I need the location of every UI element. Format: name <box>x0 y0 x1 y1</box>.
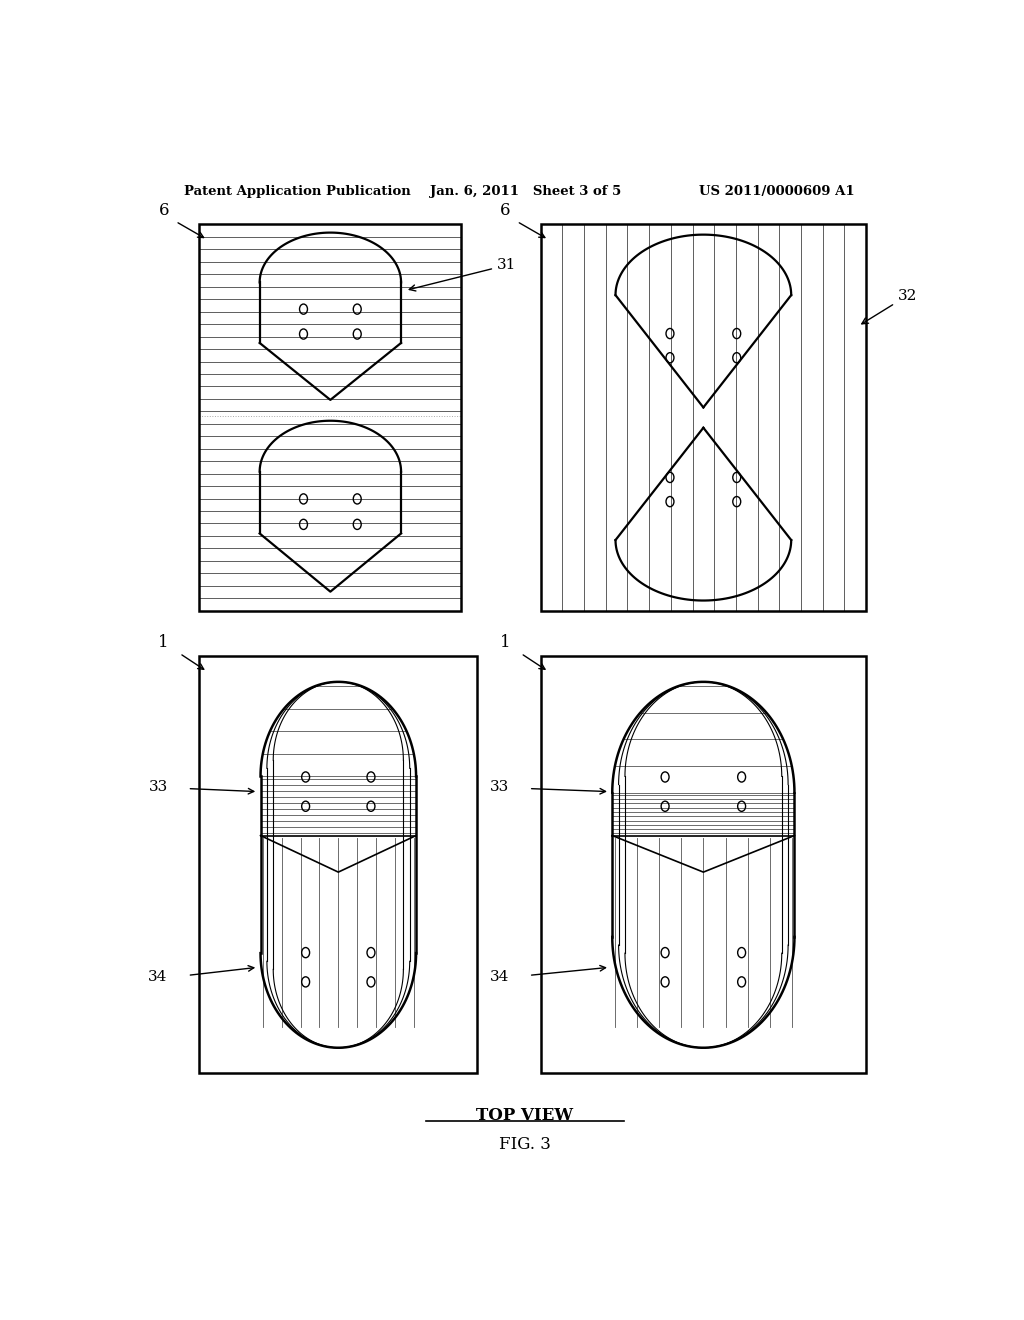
Bar <box>200 224 461 611</box>
Text: Patent Application Publication: Patent Application Publication <box>183 185 411 198</box>
Text: 6: 6 <box>500 202 510 219</box>
Bar <box>541 656 866 1073</box>
Text: FIG. 3: FIG. 3 <box>499 1135 551 1152</box>
Text: 33: 33 <box>148 780 168 793</box>
Text: 33: 33 <box>489 780 509 793</box>
Text: 34: 34 <box>489 970 509 985</box>
Bar <box>200 656 477 1073</box>
Text: 6: 6 <box>159 202 169 219</box>
Text: 31: 31 <box>410 259 516 290</box>
Text: US 2011/0000609 A1: US 2011/0000609 A1 <box>699 185 855 198</box>
Text: 1: 1 <box>159 635 169 651</box>
Text: Jan. 6, 2011   Sheet 3 of 5: Jan. 6, 2011 Sheet 3 of 5 <box>430 185 621 198</box>
Text: 32: 32 <box>862 289 918 323</box>
Text: 1: 1 <box>500 635 510 651</box>
Text: 34: 34 <box>148 970 168 985</box>
Text: TOP VIEW: TOP VIEW <box>476 1107 573 1125</box>
Bar <box>541 224 866 611</box>
